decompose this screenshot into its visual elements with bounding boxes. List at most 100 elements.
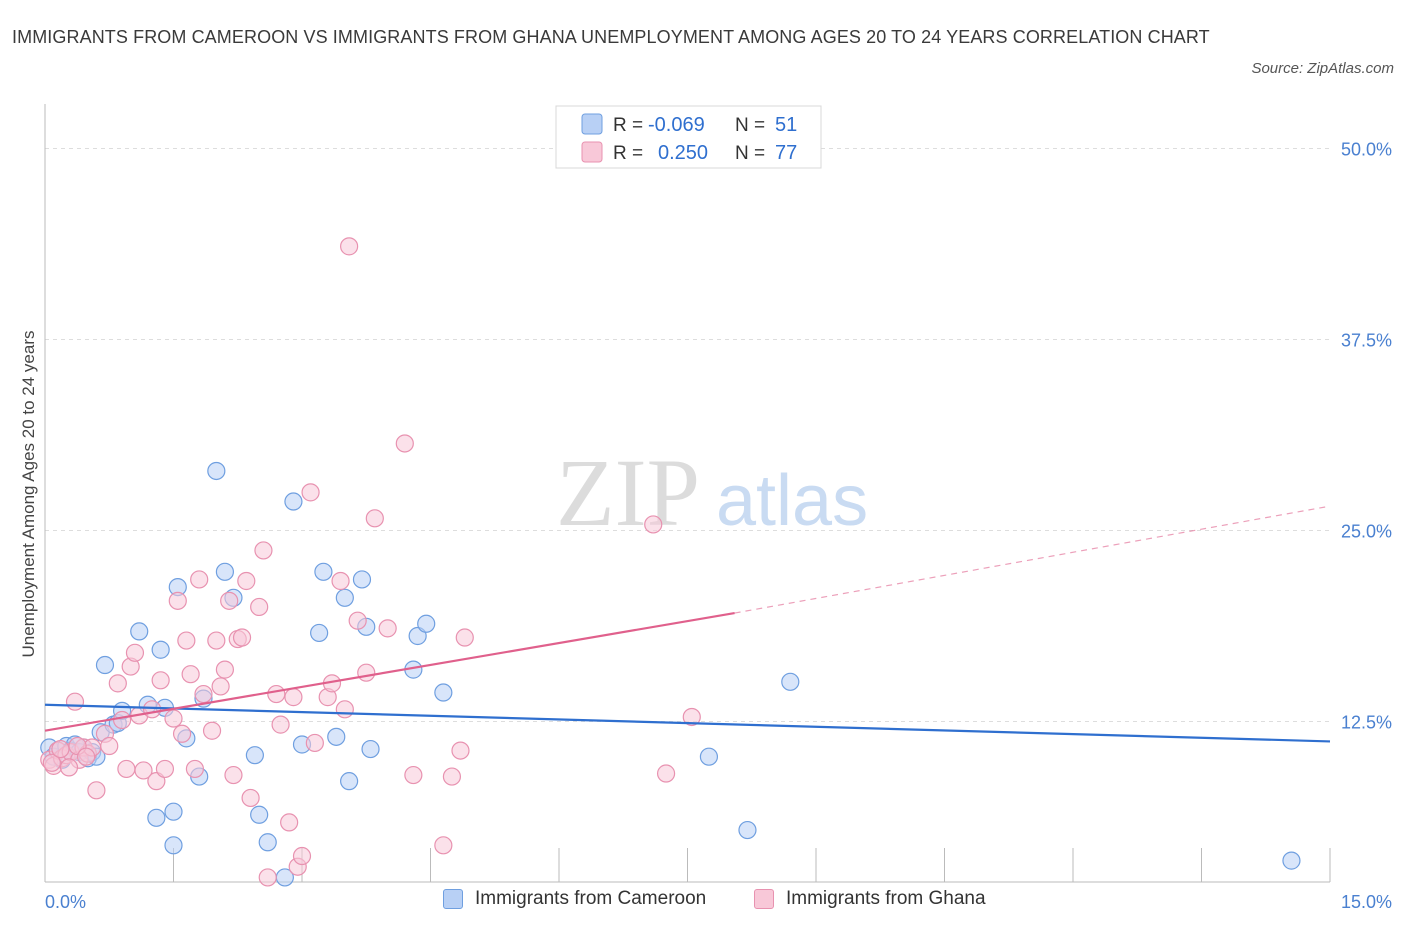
point-cameroon <box>310 623 329 643</box>
watermark: ZIP atlas <box>556 439 868 546</box>
point-cameroon <box>207 461 226 481</box>
tick-labels: 12.5% 25.0% 37.5% 50.0% 0.0% 15.0% <box>45 140 1392 912</box>
point-ghana <box>112 710 132 730</box>
point-ghana <box>258 868 277 887</box>
legend-r-value: 0.250 <box>658 142 708 164</box>
source-label: Source: ZipAtlas.com <box>1251 60 1394 77</box>
point-ghana <box>42 753 61 772</box>
point-ghana <box>108 674 127 693</box>
point-ghana <box>125 643 145 662</box>
legend-n-value: 51 <box>775 114 797 136</box>
point-cameroon <box>434 683 453 702</box>
point-ghana <box>207 631 226 650</box>
legend-r-label: R = <box>613 143 643 164</box>
point-ghana <box>220 591 239 610</box>
point-ghana <box>365 509 384 528</box>
legend-swatch-ghana <box>754 889 774 909</box>
legend-top: R = -0.069 N = 51 R = 0.250 N = 77 <box>555 105 822 169</box>
watermark-zip: ZIP <box>556 439 700 546</box>
point-cameroon <box>95 655 115 675</box>
point-ghana <box>168 591 187 610</box>
point-cameroon <box>164 836 183 855</box>
x-tick-label: 15.0% <box>1341 892 1392 912</box>
y-tick-label: 37.5% <box>1341 331 1392 351</box>
point-ghana <box>301 483 320 502</box>
point-ghana <box>59 758 79 777</box>
legend-label-cameroon: Immigrants from Cameroon <box>475 888 707 909</box>
point-ghana <box>194 684 213 704</box>
point-cameroon <box>164 802 183 821</box>
point-ghana <box>224 765 243 785</box>
point-ghana <box>202 721 222 740</box>
point-ghana <box>215 660 234 679</box>
legend-n-label: N = <box>735 143 765 164</box>
point-ghana <box>292 846 312 866</box>
point-ghana <box>395 434 414 453</box>
point-ghana <box>357 663 376 682</box>
point-cameroon <box>327 727 346 746</box>
legend-label-ghana: Immigrants from Ghana <box>786 888 986 909</box>
point-ghana <box>177 631 196 650</box>
legend-swatch-cameroon <box>443 889 463 909</box>
legend-item-ghana: Immigrants from Ghana <box>754 888 986 910</box>
point-cameroon <box>151 640 170 659</box>
point-cameroon <box>245 746 264 765</box>
point-ghana <box>190 570 209 589</box>
trend-lines <box>44 505 1331 743</box>
point-ghana <box>134 761 153 780</box>
point-ghana <box>185 759 205 779</box>
point-ghana <box>348 611 367 630</box>
point-cameroon <box>352 570 372 589</box>
point-cameroon <box>215 562 234 581</box>
point-ghana <box>250 597 269 617</box>
point-ghana <box>232 628 252 647</box>
legend-swatch-ghana <box>581 141 603 163</box>
point-ghana <box>271 715 290 734</box>
point-cameroon <box>335 588 354 607</box>
point-cameroon <box>361 739 380 759</box>
point-cameroon <box>284 492 303 511</box>
point-cameroon <box>314 562 333 581</box>
point-ghana <box>117 759 136 779</box>
y-tick-label: 50.0% <box>1341 140 1392 160</box>
trend-line-cameroon <box>44 703 1331 743</box>
point-ghana <box>100 736 119 756</box>
chart-title: IMMIGRANTS FROM CAMEROON VS IMMIGRANTS F… <box>12 27 1210 47</box>
legend-r-label: R = <box>613 115 643 136</box>
point-ghana <box>340 237 359 256</box>
point-cameroon <box>250 805 269 824</box>
point-cameroon <box>130 622 149 641</box>
data-points <box>40 237 1301 887</box>
point-ghana <box>644 515 663 534</box>
point-ghana <box>211 677 230 696</box>
point-ghana <box>241 788 260 808</box>
y-axis-label: Unemployment Among Ages 20 to 24 years <box>19 331 38 658</box>
point-cameroon <box>699 747 719 766</box>
point-cameroon <box>147 808 166 827</box>
point-ghana <box>442 767 462 786</box>
point-ghana <box>237 571 256 591</box>
legend-n-label: N = <box>735 115 765 136</box>
point-ghana <box>164 709 183 728</box>
point-cameroon <box>781 672 800 691</box>
point-ghana <box>378 619 397 638</box>
trend-line-ghana-extension <box>734 505 1331 614</box>
point-ghana <box>267 684 286 704</box>
point-ghana <box>87 781 106 800</box>
y-tick-label: 12.5% <box>1341 713 1392 733</box>
point-ghana <box>181 665 200 684</box>
point-cameroon <box>1282 851 1301 870</box>
legend-r-value: -0.069 <box>648 114 705 136</box>
y-tick-label: 25.0% <box>1341 522 1392 542</box>
point-ghana <box>434 836 453 855</box>
point-ghana <box>51 739 70 759</box>
point-ghana <box>284 688 303 707</box>
point-ghana <box>451 741 470 760</box>
point-ghana <box>172 724 192 743</box>
trend-line-ghana <box>44 611 735 732</box>
point-ghana <box>682 707 701 727</box>
point-ghana <box>656 764 676 783</box>
point-ghana <box>77 747 96 766</box>
point-ghana <box>254 541 273 560</box>
